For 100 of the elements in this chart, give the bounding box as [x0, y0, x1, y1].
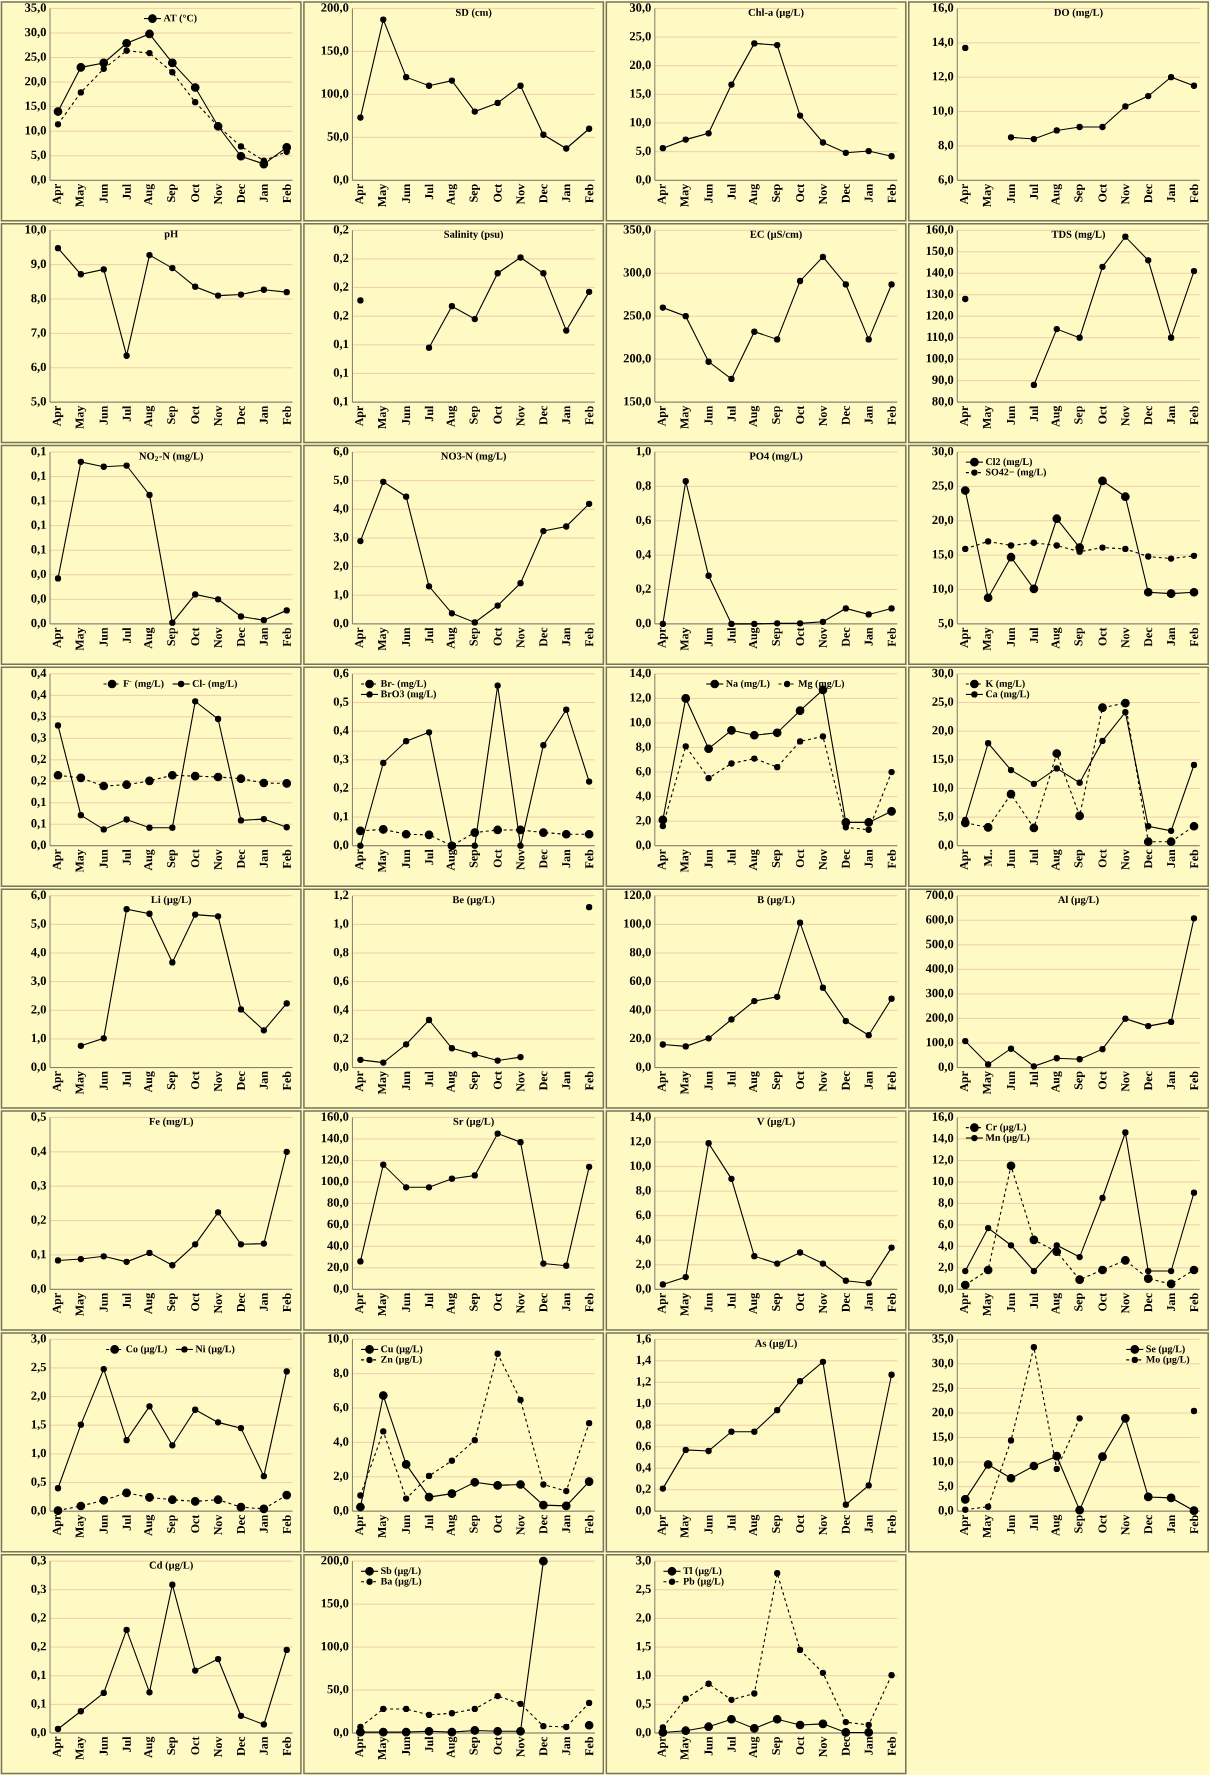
y-tick-label: 140,0: [926, 268, 954, 279]
y-tick-label: 0,6: [636, 1441, 652, 1452]
y-tick-label: 0,0: [31, 569, 47, 580]
x-tick-label: Apr: [52, 184, 64, 205]
x-tick-label: Oct: [493, 183, 502, 202]
y-tick-label: 12,0: [933, 1155, 954, 1166]
point: [682, 1273, 690, 1281]
point: [447, 1489, 457, 1498]
x-tick-label: Sep: [1074, 1071, 1086, 1090]
point: [471, 1172, 479, 1179]
x-tick-label: Nov: [1121, 405, 1130, 427]
legend-label: Cr (µg/L): [986, 1123, 1027, 1133]
point: [357, 297, 364, 304]
point: [76, 1501, 86, 1511]
y-tick-label: 6,0: [31, 362, 47, 373]
point: [191, 771, 200, 781]
point: [540, 270, 547, 277]
x-tick-label: Dec: [539, 405, 548, 425]
point: [659, 822, 667, 830]
x-tick-label: Aug: [1051, 1292, 1063, 1315]
x-tick-label: Sep: [167, 184, 178, 202]
legend-label: Mg (mg/L): [798, 679, 845, 689]
point: [448, 1710, 456, 1717]
x-tick-label: Sep: [167, 1515, 178, 1533]
point: [146, 824, 153, 831]
x-tick-label: May: [983, 1514, 994, 1538]
x-tick-label: Jul: [1029, 1293, 1039, 1309]
y-tick-label: 30,0: [932, 446, 954, 458]
point: [517, 1053, 524, 1061]
point: [774, 1260, 781, 1267]
point: [168, 58, 177, 68]
x-tick-label: Jan: [562, 184, 571, 202]
x-tick-label: May: [75, 1736, 87, 1760]
y-tick-label: 1,0: [636, 1670, 651, 1681]
x-tick-label: Oct: [796, 1736, 805, 1755]
point: [99, 58, 109, 68]
x-tick-label: Apr: [52, 405, 64, 427]
point: [1029, 1461, 1039, 1471]
y-tick-label: 80,0: [932, 397, 954, 408]
point: [705, 1680, 712, 1687]
point: [53, 1506, 63, 1515]
x-tick-label: Oct: [493, 849, 502, 868]
x-tick-label: Apr: [355, 1736, 366, 1758]
y-tick-label: 0,4: [333, 726, 349, 737]
point: [563, 327, 570, 334]
point: [1144, 1492, 1153, 1502]
point: [380, 16, 387, 23]
point: [682, 1043, 690, 1050]
point: [659, 1724, 667, 1731]
point: [123, 352, 130, 359]
point: [842, 605, 850, 612]
y-tick-label: 700,0: [926, 890, 954, 901]
x-tick-label: Jun: [1007, 184, 1016, 203]
point: [1052, 749, 1062, 758]
point: [983, 1460, 993, 1469]
x-tick-label: May: [680, 183, 692, 207]
point: [1168, 1267, 1175, 1275]
point: [888, 995, 895, 1002]
point: [494, 99, 501, 107]
x-tick-label: Jul: [1029, 184, 1039, 200]
x-tick-label: Sep: [772, 1515, 783, 1533]
x-tick-label: Jun: [1007, 849, 1016, 869]
point: [1122, 709, 1129, 716]
x-tick-label: Dec: [539, 1071, 548, 1091]
x-tick-label: Apr: [657, 1736, 669, 1758]
x-tick-label: Jun: [99, 405, 108, 425]
point: [146, 49, 153, 57]
y-tick-label: 12,0: [630, 693, 651, 704]
point: [471, 1051, 479, 1058]
point: [169, 959, 176, 966]
x-tick-label: Sep: [1074, 1293, 1086, 1311]
x-tick-label: Aug: [446, 1736, 458, 1758]
point: [727, 725, 736, 735]
y-tick-label: 100,0: [321, 1641, 349, 1653]
point: [100, 266, 108, 273]
point: [470, 1477, 480, 1487]
y-tick-label: 120,0: [321, 1155, 349, 1166]
point: [705, 1140, 712, 1147]
legend-label: AT (°C): [163, 14, 197, 24]
x-tick-label: Nov: [1121, 1292, 1130, 1314]
y-tick-label: 14,0: [933, 37, 954, 48]
y-tick-label: 10,0: [933, 584, 954, 595]
point: [77, 1042, 85, 1049]
y-tick-label: 150,0: [926, 246, 954, 257]
point: [842, 1718, 850, 1726]
point: [146, 1403, 153, 1410]
point: [774, 1570, 781, 1577]
point: [236, 774, 246, 784]
point: [1076, 1253, 1083, 1261]
x-tick-label: May: [75, 405, 87, 429]
x-tick-label: Jan: [562, 627, 571, 646]
x-tick-label: Nov: [819, 849, 828, 870]
point: [169, 1442, 176, 1449]
point: [1052, 514, 1062, 524]
x-tick-label: Feb: [282, 1071, 292, 1091]
point: [1099, 1046, 1106, 1053]
x-tick-label: Apr: [355, 1071, 366, 1092]
point: [517, 1700, 524, 1707]
point: [1144, 1274, 1153, 1283]
point: [379, 1727, 388, 1737]
